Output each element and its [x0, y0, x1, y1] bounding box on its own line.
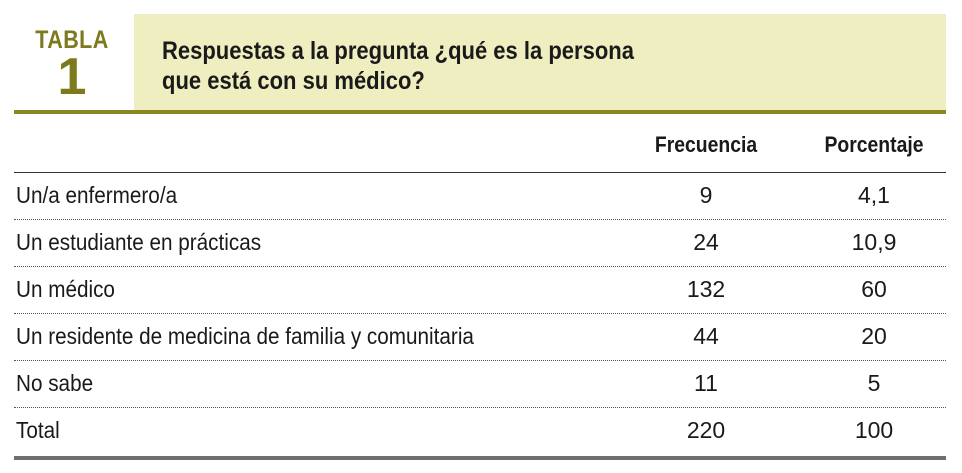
row-frequency: 132 [686, 276, 726, 302]
table-header-row: Frecuencia Porcentaje [14, 114, 946, 173]
header-frequency: Frecuencia [654, 132, 758, 157]
table-title-line-1: Respuestas a la pregunta ¿qué es la pers… [162, 37, 634, 65]
row-label: Un/a enfermero/a [16, 182, 178, 208]
row-percentage: 60 [861, 276, 887, 302]
row-label: Un residente de medicina de familia y co… [16, 323, 474, 349]
table-row: Un residente de medicina de familia y co… [14, 314, 946, 361]
table-label-number: 1 [57, 48, 87, 106]
table-row: Un/a enfermero/a 9 4,1 [14, 173, 946, 220]
data-table: Frecuencia Porcentaje Un/a enfermero/a 9… [14, 114, 946, 454]
table-label: TABLA 1 [14, 14, 130, 110]
table-row-total: Total 220 100 [14, 408, 946, 454]
row-percentage: 100 [854, 417, 894, 443]
row-label: Un estudiante en prácticas [16, 229, 262, 255]
table-bottom-rule [14, 456, 946, 460]
row-frequency: 220 [686, 417, 726, 443]
table-row: Un médico 132 60 [14, 267, 946, 314]
title-divider [14, 110, 946, 114]
row-frequency: 9 [699, 182, 713, 208]
table-title-line-2: que está con su médico? [162, 67, 425, 95]
table-title: Respuestas a la pregunta ¿qué es la pers… [162, 36, 634, 96]
table-label-word: TABLA [35, 26, 109, 54]
row-frequency: 11 [694, 370, 718, 396]
table-row: Un estudiante en prácticas 24 10,9 [14, 220, 946, 267]
row-label: Un médico [16, 276, 115, 302]
row-frequency: 24 [693, 229, 719, 255]
row-percentage: 5 [867, 370, 881, 396]
header-percentage: Porcentaje [824, 132, 924, 157]
row-percentage: 10,9 [851, 229, 897, 255]
row-label: Total [16, 417, 60, 443]
row-frequency: 44 [693, 323, 719, 349]
row-label: No sabe [16, 370, 94, 396]
table-title-box: Respuestas a la pregunta ¿qué es la pers… [134, 14, 946, 110]
row-percentage: 4,1 [858, 182, 890, 208]
row-percentage: 20 [861, 323, 887, 349]
table-row: No sabe 11 5 [14, 361, 946, 408]
